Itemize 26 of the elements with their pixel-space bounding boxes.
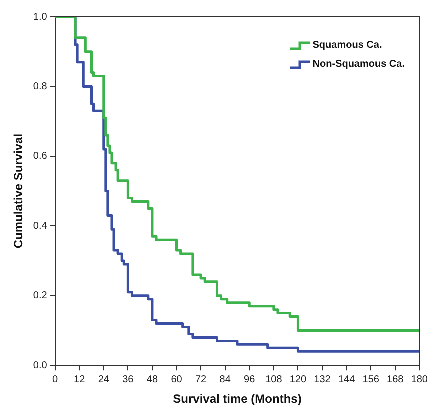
- legend-label: Non-Squamous Ca.: [312, 59, 405, 70]
- y-tick-label: 0.2: [33, 290, 48, 302]
- x-tick-label: 168: [387, 374, 404, 386]
- legend-label: Squamous Ca.: [312, 40, 382, 51]
- x-tick-label: 144: [338, 374, 356, 386]
- x-tick-label: 96: [244, 374, 256, 386]
- x-tick-label: 72: [195, 374, 208, 386]
- y-tick-label: 0.0: [33, 360, 48, 372]
- x-tick-label: 156: [362, 374, 380, 386]
- x-tick-label: 180: [411, 374, 428, 386]
- x-tick-label: 36: [122, 374, 134, 386]
- y-tick-label: 1.0: [33, 12, 48, 23]
- x-tick-label: 84: [220, 374, 232, 386]
- y-tick-label: 0.6: [33, 151, 48, 162]
- y-tick-label: 0.4: [33, 220, 48, 232]
- x-tick-label: 12: [74, 374, 86, 386]
- x-axis-title: Survival time (Months): [173, 392, 302, 406]
- y-axis-title: Cumulative Survival: [12, 134, 26, 249]
- x-tick-label: 48: [146, 374, 158, 386]
- x-tick-label: 0: [52, 374, 59, 386]
- x-tick-label: 108: [266, 374, 283, 386]
- y-tick-label: 0.8: [33, 81, 48, 92]
- x-tick-label: 60: [171, 374, 183, 386]
- x-tick-label: 24: [98, 374, 110, 386]
- x-tick-label: 120: [290, 374, 307, 386]
- x-tick-label: 132: [314, 374, 332, 386]
